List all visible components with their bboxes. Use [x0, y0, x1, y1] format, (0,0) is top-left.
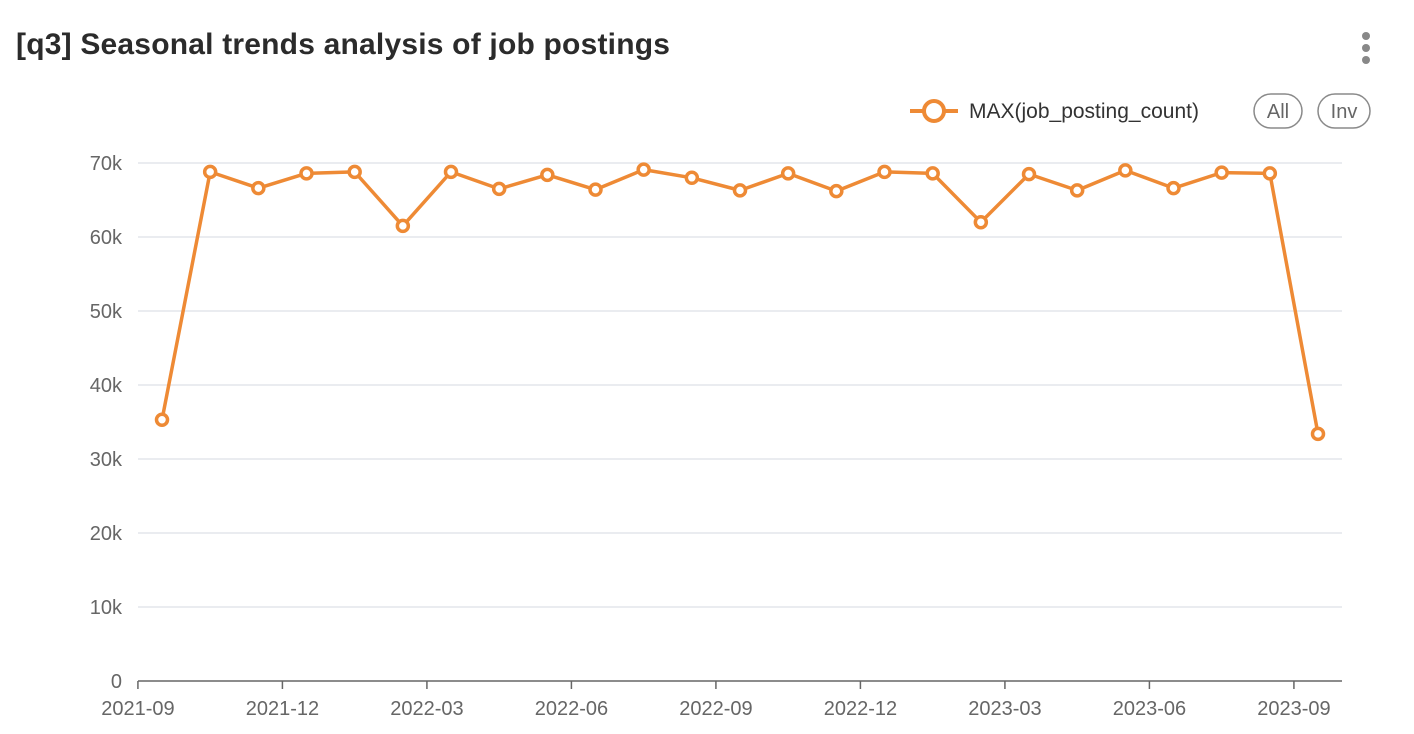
- data-point: [636, 162, 651, 177]
- y-tick-label: 20k: [90, 523, 123, 545]
- y-tick-label: 50k: [90, 301, 123, 323]
- y-tick-label: 60k: [90, 227, 123, 249]
- x-axis: [137, 680, 1342, 689]
- data-point: [202, 164, 218, 180]
- data-point: [251, 180, 266, 196]
- x-tick-label: 2022-09: [679, 698, 752, 720]
- series-max-job-posting-count: [154, 162, 1326, 442]
- y-tick-label: 40k: [90, 375, 123, 397]
- data-point: [1166, 180, 1181, 196]
- legend-all-button[interactable]: All: [1253, 93, 1303, 129]
- data-point: [443, 164, 459, 180]
- x-tick-label: 2023-03: [968, 698, 1041, 720]
- data-point: [684, 170, 700, 186]
- x-tick-label: 2022-03: [390, 698, 463, 720]
- x-tick-label: 2021-12: [246, 698, 319, 720]
- data-point: [1310, 426, 1326, 442]
- legend-inv-button[interactable]: Inv: [1317, 93, 1371, 129]
- data-point: [395, 218, 411, 234]
- data-point: [973, 214, 989, 230]
- data-point: [1214, 165, 1229, 180]
- x-tick-label: 2021-09: [101, 698, 174, 720]
- data-point: [780, 166, 796, 181]
- x-tick-label: 2023-09: [1257, 698, 1330, 720]
- y-tick-label: 0: [111, 671, 122, 693]
- data-point: [588, 182, 603, 197]
- data-point: [732, 183, 748, 198]
- data-point: [347, 164, 362, 180]
- data-point: [1118, 163, 1133, 178]
- legend[interactable]: MAX(job_posting_count) All Inv: [910, 93, 1371, 129]
- x-tick-label: 2023-06: [1113, 698, 1186, 720]
- data-point: [1262, 166, 1278, 181]
- legend-all-pill[interactable]: [1253, 93, 1303, 129]
- legend-inv-label: Inv: [1331, 101, 1358, 123]
- legend-marker-icon: [922, 99, 946, 123]
- legend-series-label: MAX(job_posting_count): [969, 100, 1199, 123]
- y-tick-label: 30k: [90, 449, 123, 471]
- legend-inv-pill[interactable]: [1317, 93, 1371, 129]
- y-tick-label: 70k: [90, 153, 123, 175]
- y-axis-labels: 0 10k 20k 30k 40k 50k 60k 70k: [90, 153, 123, 693]
- data-point: [154, 412, 170, 428]
- x-axis-labels: 2021-09 2021-12 2022-03 2022-06 2022-09 2022-…: [101, 698, 1330, 720]
- data-point: [299, 166, 314, 181]
- data-point: [1021, 166, 1037, 182]
- data-point: [877, 164, 892, 180]
- series-line: [160, 167, 1320, 435]
- x-tick-label: 2022-12: [824, 698, 897, 720]
- grid-lines: [138, 162, 1342, 608]
- x-tick-label: 2022-06: [535, 698, 608, 720]
- legend-item-series[interactable]: MAX(job_posting_count): [910, 99, 1199, 123]
- data-point: [540, 167, 555, 183]
- more-vertical-icon[interactable]: [1356, 30, 1376, 66]
- y-tick-label: 10k: [90, 597, 123, 619]
- data-point: [491, 181, 507, 197]
- chart-title: [q3] Seasonal trends analysis of job pos…: [16, 28, 671, 61]
- data-point: [829, 183, 844, 199]
- data-point: [925, 166, 940, 181]
- legend-all-label: All: [1267, 101, 1289, 123]
- data-point: [1069, 183, 1085, 198]
